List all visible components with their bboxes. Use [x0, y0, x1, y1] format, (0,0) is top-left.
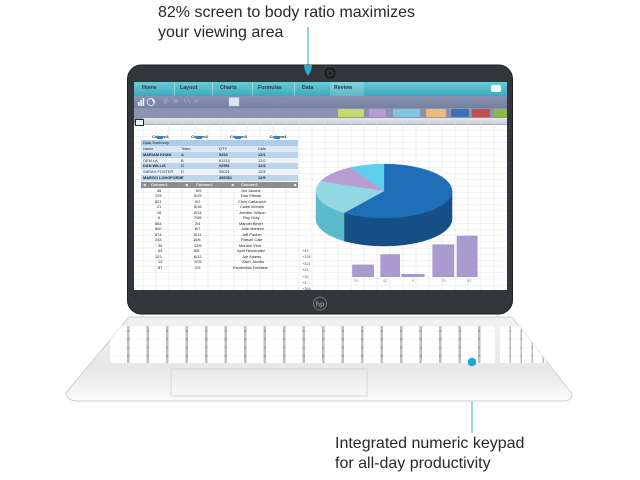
- svg-text:hp: hp: [316, 302, 325, 309]
